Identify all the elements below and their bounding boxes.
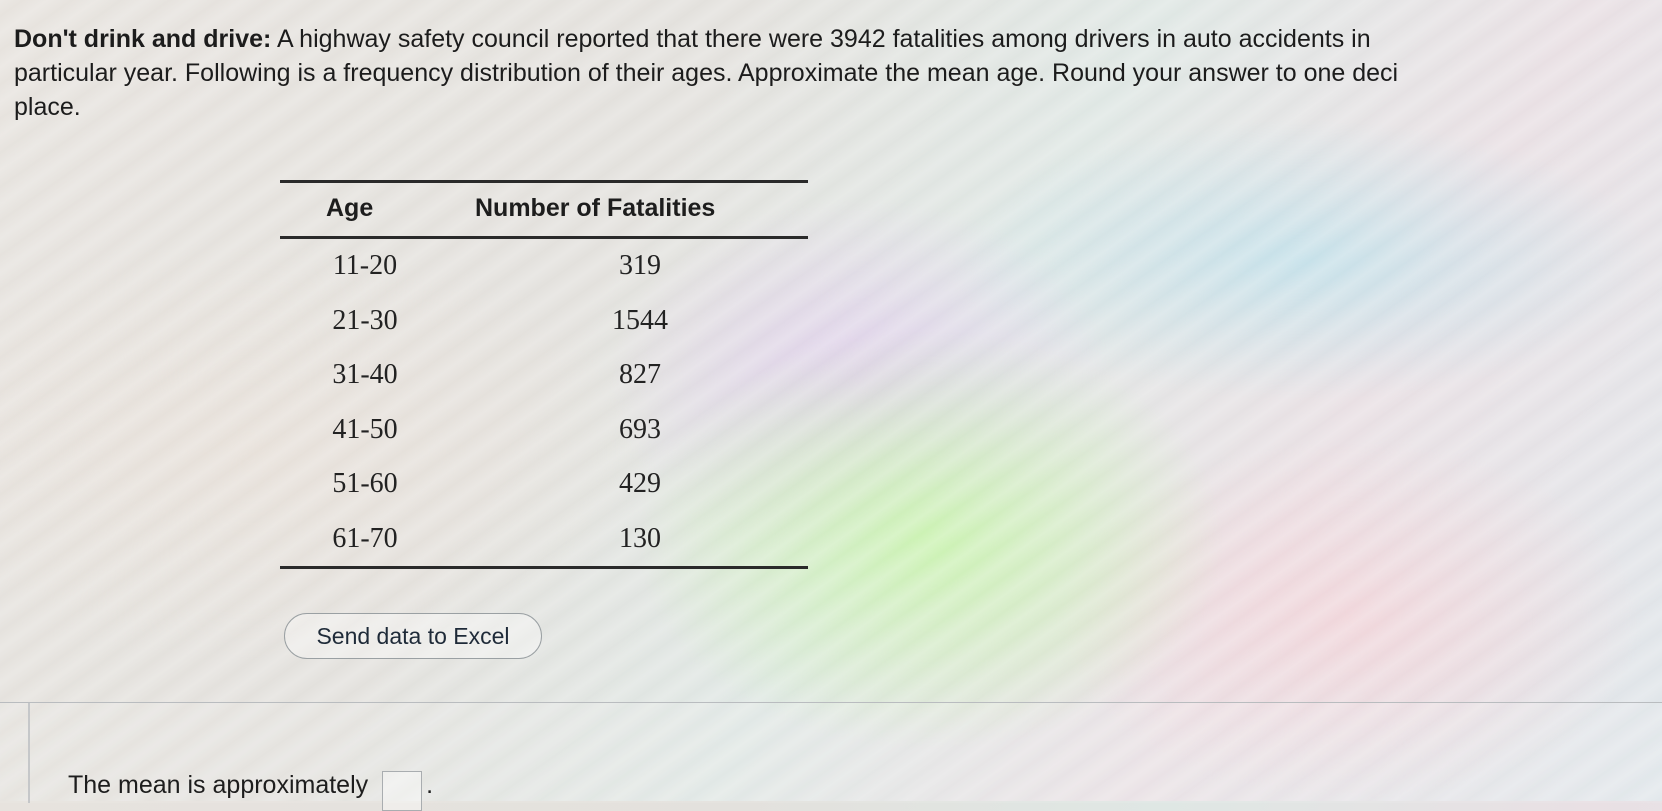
table-row: 51-60 429 xyxy=(280,468,808,523)
age-cell: 41-50 xyxy=(332,413,398,445)
answer-suffix: . xyxy=(426,770,434,799)
table-row: 61-70 130 xyxy=(280,523,808,578)
table-top-rule xyxy=(280,180,808,183)
table-row: 21-30 1544 xyxy=(280,305,808,360)
table-row: 11-20 319 xyxy=(280,250,808,305)
table-bottom-rule xyxy=(280,566,808,569)
age-cell: 51-60 xyxy=(332,468,398,499)
age-cell: 11-20 xyxy=(332,250,398,281)
fatalities-cell: 827 xyxy=(619,359,661,390)
fatalities-cell: 693 xyxy=(619,413,661,445)
fatalities-cell: 130 xyxy=(619,522,661,554)
header-fatalities: Number of Fatalities xyxy=(475,194,716,222)
fatalities-cell: 1544 xyxy=(612,304,668,336)
answer-panel xyxy=(0,702,1662,803)
table-header-rule xyxy=(280,236,808,239)
table-row: 41-50 693 xyxy=(280,414,808,469)
header-age: Age xyxy=(326,194,374,222)
mean-answer-input[interactable] xyxy=(382,771,423,811)
table-body: 11-20 319 21-30 1544 31-40 827 41-50 693… xyxy=(280,250,808,577)
table-row: 31-40 827 xyxy=(280,359,808,414)
question-line-3: place. xyxy=(14,93,81,121)
question-line-1: Don't drink and drive: A highway safety … xyxy=(14,22,1662,56)
answer-prompt: The mean is approximately xyxy=(68,770,369,799)
fatalities-cell: 429 xyxy=(619,468,661,499)
age-cell: 21-30 xyxy=(332,304,398,336)
fatalities-cell: 319 xyxy=(619,250,661,281)
age-cell: 61-70 xyxy=(332,522,398,554)
send-to-excel-button[interactable]: Send data to Excel xyxy=(284,613,542,659)
panel-left-border xyxy=(28,703,30,803)
question-line-2: particular year. Following is a frequenc… xyxy=(14,59,1399,87)
question-lead: Don't drink and drive: xyxy=(14,25,272,53)
age-cell: 31-40 xyxy=(332,359,398,390)
question-text: Don't drink and drive: A highway safety … xyxy=(14,22,1662,124)
answer-line: The mean is approximately . xyxy=(68,765,434,811)
question-line-1-text: A highway safety council reported that t… xyxy=(276,25,1371,53)
